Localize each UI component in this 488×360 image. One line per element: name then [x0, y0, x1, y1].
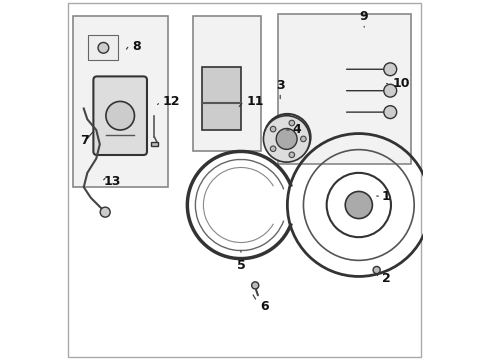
Bar — [88, 35, 118, 60]
Circle shape — [345, 192, 372, 219]
Circle shape — [263, 116, 309, 162]
Circle shape — [383, 106, 396, 118]
Text: 2: 2 — [381, 272, 390, 285]
Text: 10: 10 — [392, 77, 409, 90]
Circle shape — [383, 84, 396, 97]
Bar — [73, 16, 167, 187]
Text: 4: 4 — [292, 123, 301, 136]
Bar — [151, 142, 158, 146]
Text: 3: 3 — [275, 80, 284, 93]
Bar — [201, 67, 241, 130]
Circle shape — [276, 129, 297, 149]
Circle shape — [100, 207, 110, 217]
Bar — [192, 16, 260, 152]
Text: 9: 9 — [359, 10, 368, 23]
Text: 5: 5 — [236, 258, 245, 271]
Circle shape — [300, 136, 305, 142]
Circle shape — [251, 282, 258, 289]
Text: 11: 11 — [246, 95, 263, 108]
Text: 13: 13 — [103, 175, 121, 188]
Text: 7: 7 — [80, 134, 89, 147]
Text: 12: 12 — [162, 95, 180, 108]
FancyBboxPatch shape — [93, 76, 147, 155]
Circle shape — [270, 146, 275, 152]
Text: 6: 6 — [260, 300, 269, 313]
Bar — [278, 14, 410, 164]
Text: 8: 8 — [132, 40, 141, 53]
Text: 1: 1 — [381, 190, 390, 203]
Circle shape — [270, 126, 275, 132]
Circle shape — [288, 152, 294, 158]
Circle shape — [98, 42, 108, 53]
Circle shape — [106, 102, 134, 130]
Circle shape — [288, 120, 294, 126]
Circle shape — [372, 266, 380, 274]
Circle shape — [383, 63, 396, 76]
